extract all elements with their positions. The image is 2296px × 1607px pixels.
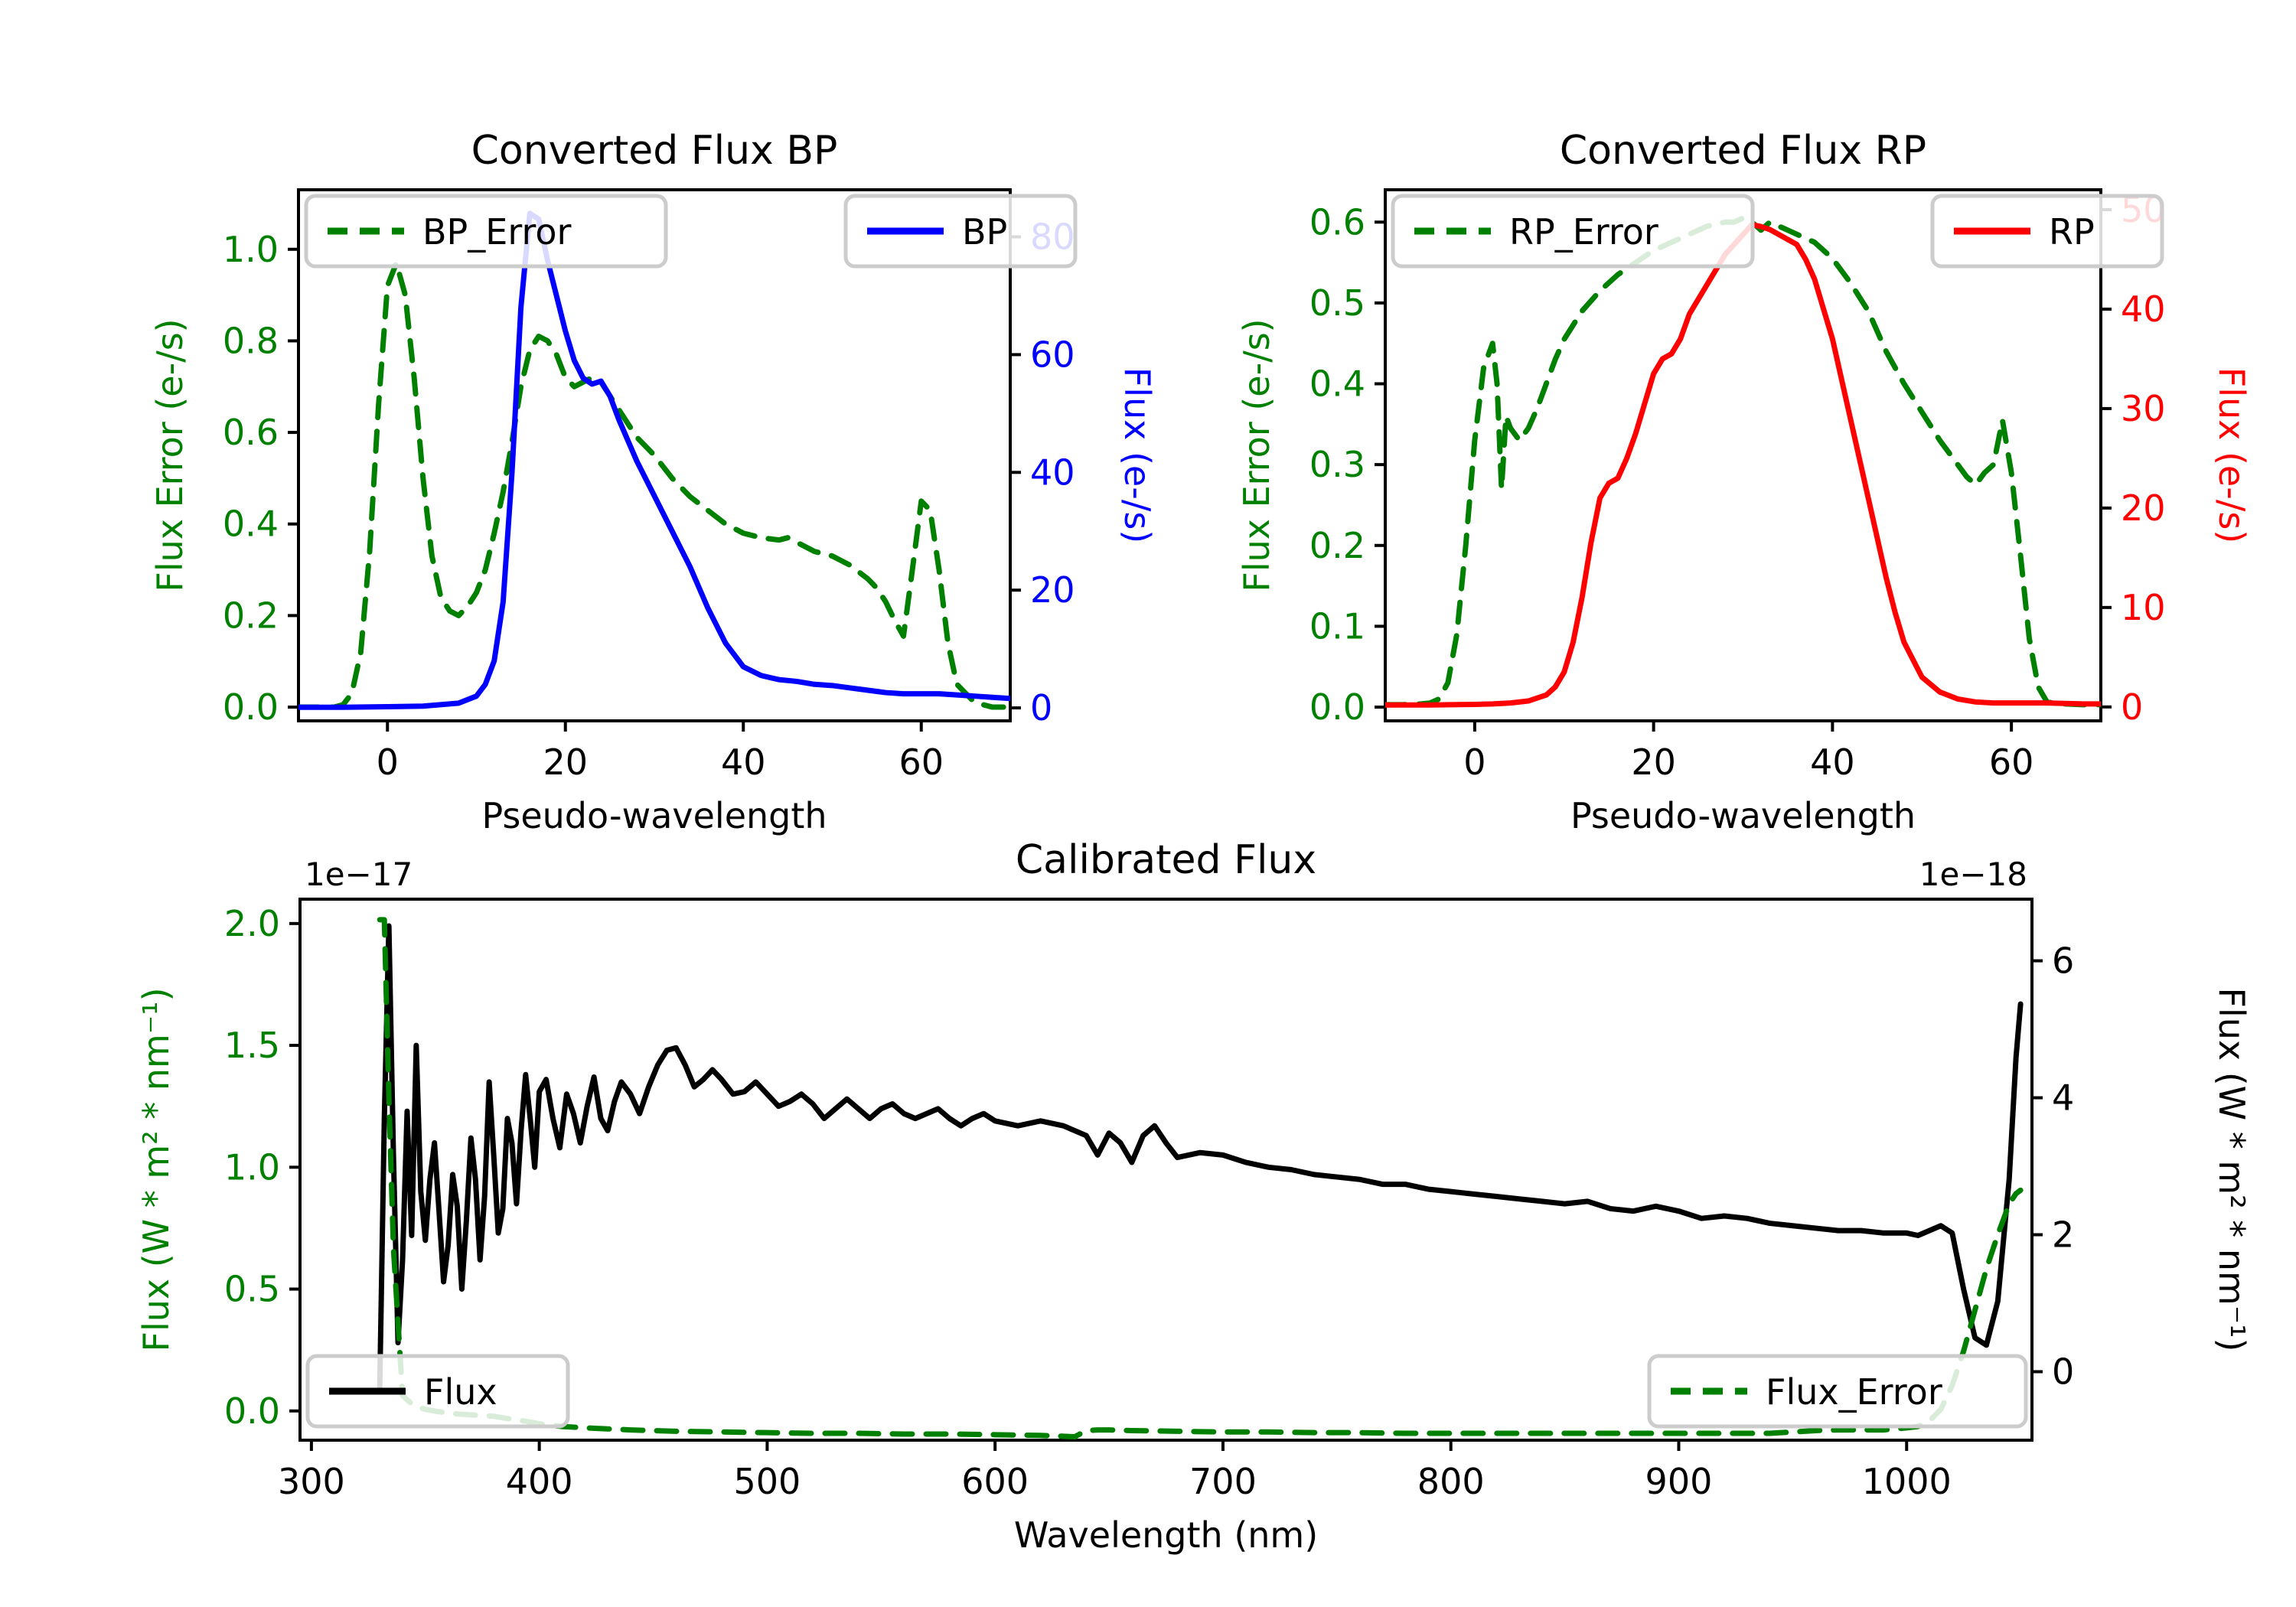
x-tick-label: 600 (961, 1461, 1029, 1502)
y-left-tick-label: 0.0 (223, 686, 279, 728)
x-tick-label: 900 (1645, 1461, 1713, 1502)
y-left-tick-label: 0.4 (223, 504, 279, 545)
y-right-tick-label: 2 (2052, 1214, 2074, 1256)
y-left-tick-label: 0.6 (1309, 201, 1365, 243)
legend-box-flux (305, 1354, 570, 1429)
legend-box-bp (843, 194, 1078, 269)
panel-calibrated-ylabel-left: Flux (W * m² * nm⁻¹) (135, 987, 177, 1351)
x-tick-label: 40 (1810, 742, 1855, 783)
panel-calibrated-xlabel: Wavelength (nm) (1014, 1514, 1318, 1556)
y-right-tick-label: 4 (2052, 1077, 2074, 1119)
series-line-flux (377, 923, 2024, 1390)
legend-label-rp-error: RP_Error (1509, 211, 1658, 253)
legend-box-bp-error (304, 194, 668, 269)
y-right-tick-label: 40 (2121, 288, 2166, 330)
legend-label-bp: BP (962, 211, 1007, 253)
legend-box-rp-error (1391, 194, 1755, 269)
panel-calibrated-title: Calibrated Flux (1016, 837, 1316, 883)
y-left-tick-label: 1.0 (224, 1146, 280, 1188)
x-tick-label: 300 (278, 1461, 345, 1502)
legend-label-flux: Flux (424, 1371, 497, 1413)
y-left-tick-label: 1.0 (223, 229, 279, 270)
legend-box-flux-error (1647, 1354, 2028, 1429)
panel-bp-title: Converted Flux BP (471, 128, 838, 174)
series-line-bp_error (298, 260, 1010, 710)
y-right-tick-label: 0 (2052, 1351, 2074, 1393)
panel-bp: Converted Flux BP 0 20 40 60 Pseudo-wavelengt… (149, 128, 1158, 836)
panel-rp-ylabel-right: Flux (e-/s) (2211, 367, 2252, 544)
x-tick-label: 1000 (1862, 1461, 1952, 1502)
x-tick-label: 60 (1989, 742, 2034, 783)
panel-bp-xlabel: Pseudo-wavelength (481, 795, 827, 836)
y-right-tick-label: 6 (2052, 940, 2074, 982)
y-right-tick-label: 10 (2121, 587, 2166, 628)
y-right-offset-label: 1e−18 (1919, 856, 2027, 893)
y-right-tick-label: 0 (1030, 687, 1052, 729)
panel-bp-axes-frame (297, 188, 1012, 722)
panel-rp-title: Converted Flux RP (1560, 128, 1926, 174)
y-left-tick-label: 0.0 (1309, 686, 1365, 728)
y-left-offset-label: 1e−17 (305, 856, 413, 893)
legend-label-rp: RP (2049, 211, 2095, 253)
x-tick-label: 400 (506, 1461, 573, 1502)
y-left-tick-label: 0.5 (224, 1269, 280, 1310)
x-tick-label: 800 (1417, 1461, 1485, 1502)
y-left-tick-label: 0.2 (1309, 525, 1365, 566)
x-tick-label: 60 (899, 742, 944, 783)
panel-rp-xlabel: Pseudo-wavelength (1570, 795, 1916, 836)
y-right-tick-label: 20 (1030, 569, 1075, 611)
panel-calibrated-axes-frame (298, 898, 2033, 1442)
y-left-tick-label: 0.0 (224, 1390, 280, 1432)
x-tick-label: 40 (721, 742, 766, 783)
x-tick-label: 20 (543, 742, 588, 783)
panel-bp-ylabel-left: Flux Error (e-/s) (149, 318, 191, 592)
y-left-tick-label: 0.5 (1309, 282, 1365, 324)
y-left-tick-label: 0.2 (223, 595, 279, 636)
series-line-bp (298, 210, 1010, 710)
legend-box-rp (1930, 194, 2164, 269)
y-right-tick-label: 60 (1030, 334, 1075, 375)
y-left-tick-label: 0.1 (1309, 605, 1365, 647)
panel-rp-series-group (1385, 215, 2101, 708)
legend-label-bp-error: BP_Error (422, 211, 572, 253)
y-left-tick-label: 0.4 (1309, 363, 1365, 405)
legend-label-flux-error: Flux_Error (1766, 1371, 1942, 1413)
y-right-tick-label: 40 (1030, 451, 1075, 493)
series-line-rp_error (1385, 215, 2101, 708)
y-left-tick-label: 2.0 (224, 903, 280, 944)
y-right-tick-label: 0 (2121, 686, 2143, 728)
x-tick-label: 500 (734, 1461, 801, 1502)
panel-bp-ylabel-right: Flux (e-/s) (1117, 367, 1158, 544)
panel-rp-axes-frame (1384, 188, 2102, 722)
y-left-tick-label: 1.5 (224, 1025, 280, 1066)
y-left-tick-label: 0.8 (223, 320, 279, 361)
x-tick-label: 20 (1631, 742, 1676, 783)
panel-bp-series-group (298, 210, 1010, 710)
y-right-tick-label: 30 (2121, 388, 2166, 429)
panel-rp-ylabel-left: Flux Error (e-/s) (1236, 318, 1277, 592)
x-tick-label: 0 (377, 742, 399, 783)
y-left-tick-label: 0.3 (1309, 444, 1365, 485)
panel-calibrated-ylabel-right: Flux (W * m² * nm⁻¹) (2211, 987, 2252, 1351)
x-tick-label: 700 (1189, 1461, 1257, 1502)
panel-calibrated: Calibrated Flux 300 400 500 600 700 800 900 1000… (135, 837, 2252, 1556)
y-right-tick-label: 20 (2121, 487, 2166, 529)
x-tick-label: 0 (1463, 742, 1486, 783)
panel-rp: Converted Flux RP 0 20 40 60 Pseudo-wavelengt… (1236, 128, 2252, 836)
y-left-tick-label: 0.6 (223, 412, 279, 453)
